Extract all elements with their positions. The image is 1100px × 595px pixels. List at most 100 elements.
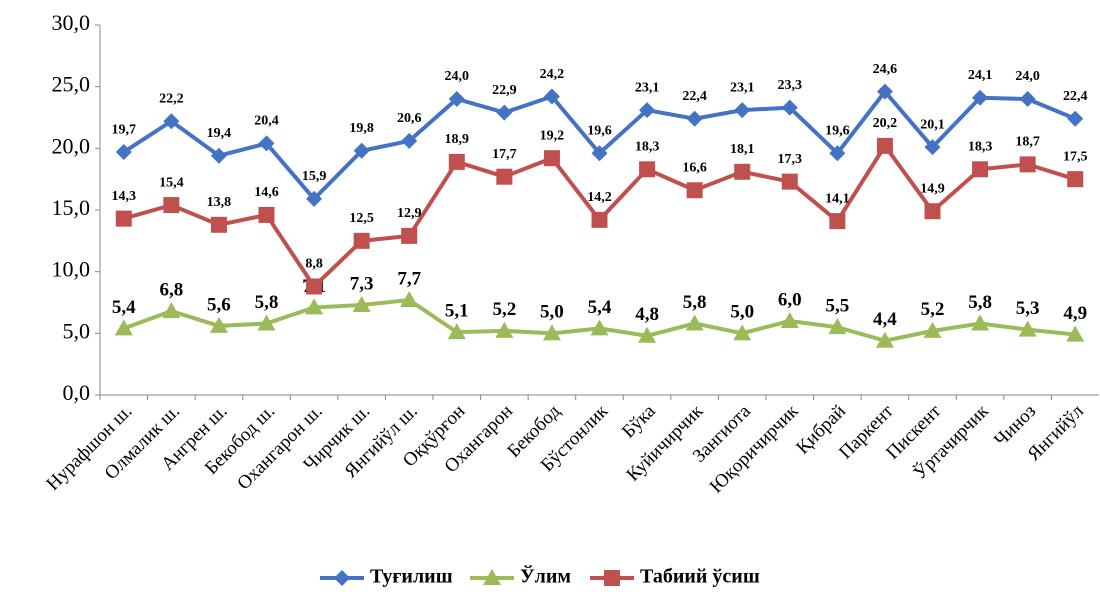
- legend-label: Табиий ўсиш: [640, 566, 760, 588]
- point: [353, 142, 370, 159]
- point: [258, 135, 275, 152]
- legend-label: Ўлим: [520, 564, 571, 588]
- data-label: 23,3: [778, 78, 803, 93]
- data-label: 12,5: [349, 211, 374, 226]
- point: [1066, 325, 1085, 342]
- y-tick-label: 30,0: [52, 10, 91, 35]
- point: [306, 278, 323, 295]
- data-label: 24,0: [445, 69, 470, 84]
- point: [448, 153, 465, 170]
- data-label: 19,2: [540, 128, 565, 143]
- point: [401, 227, 418, 244]
- point: [543, 150, 560, 167]
- point: [210, 147, 227, 164]
- data-label: 15,4: [159, 175, 184, 190]
- point: [495, 321, 514, 338]
- data-label: 22,4: [682, 89, 707, 104]
- point: [876, 137, 893, 154]
- point: [1067, 110, 1084, 127]
- point: [1019, 91, 1036, 107]
- point: [210, 216, 227, 233]
- data-label: 23,1: [635, 80, 660, 95]
- point: [686, 182, 703, 199]
- point: [972, 89, 989, 106]
- data-label: 24,1: [968, 68, 993, 83]
- y-tick-label: 20,0: [52, 133, 91, 158]
- data-label: 5,5: [825, 296, 849, 317]
- data-label: 18,7: [1015, 135, 1040, 150]
- point: [604, 570, 620, 586]
- point: [972, 161, 989, 178]
- point: [334, 570, 350, 586]
- data-label: 17,3: [778, 152, 803, 167]
- point: [781, 99, 798, 116]
- y-tick-label: 25,0: [52, 72, 91, 97]
- point: [685, 314, 704, 331]
- point: [543, 88, 560, 105]
- data-label: 17,7: [492, 147, 517, 162]
- point: [923, 321, 942, 338]
- point: [162, 302, 181, 319]
- data-label: 18,3: [635, 140, 660, 155]
- data-label: 5,8: [968, 292, 992, 313]
- data-label: 20,2: [873, 116, 898, 131]
- point: [971, 314, 990, 331]
- point: [780, 312, 799, 328]
- point: [209, 316, 228, 333]
- data-label: 18,9: [445, 132, 470, 147]
- data-label: 5,8: [683, 292, 707, 313]
- point: [257, 314, 276, 331]
- data-label: 4,4: [873, 309, 897, 330]
- point: [924, 139, 941, 156]
- point: [639, 161, 656, 178]
- point: [1019, 156, 1036, 173]
- point: [924, 203, 941, 220]
- data-label: 19,7: [112, 122, 137, 137]
- point: [353, 232, 370, 249]
- data-label: 14,2: [587, 190, 612, 205]
- data-label: 19,6: [587, 123, 612, 138]
- point: [401, 132, 418, 149]
- data-label: 5,0: [730, 302, 754, 323]
- data-label: 5,8: [255, 292, 279, 313]
- data-label: 23,1: [730, 80, 755, 95]
- point: [400, 291, 419, 308]
- point: [639, 102, 656, 119]
- data-label: 19,4: [207, 126, 232, 141]
- data-label: 5,3: [1016, 298, 1040, 319]
- point: [590, 319, 609, 336]
- point: [258, 206, 275, 223]
- data-label: 14,9: [920, 181, 945, 196]
- point: [686, 110, 703, 127]
- data-label: 8,8: [305, 257, 323, 272]
- point: [352, 295, 371, 312]
- point: [829, 213, 846, 230]
- data-label: 7,3: [350, 273, 374, 294]
- point: [875, 331, 894, 348]
- data-label: 22,9: [492, 83, 517, 98]
- data-label: 24,2: [540, 67, 565, 82]
- data-label: 22,2: [159, 91, 184, 106]
- data-label: 24,0: [1015, 69, 1040, 84]
- point: [1018, 320, 1037, 337]
- point: [734, 163, 751, 180]
- point: [876, 83, 893, 100]
- data-label: 6,8: [159, 279, 183, 300]
- data-label: 5,1: [445, 300, 469, 321]
- data-label: 5,4: [112, 297, 136, 318]
- point: [542, 324, 561, 341]
- data-label: 5,2: [492, 299, 516, 320]
- point: [447, 323, 466, 340]
- point: [591, 211, 608, 228]
- data-label: 16,6: [682, 160, 707, 175]
- data-label: 7,7: [397, 268, 421, 289]
- data-label: 4,9: [1063, 303, 1087, 324]
- data-label: 20,4: [254, 114, 279, 129]
- data-label: 5,0: [540, 302, 564, 323]
- data-label: 14,3: [112, 189, 137, 204]
- data-label: 14,1: [825, 191, 850, 206]
- point: [483, 569, 501, 585]
- data-label: 4,8: [635, 304, 659, 325]
- data-label: 5,2: [921, 299, 945, 320]
